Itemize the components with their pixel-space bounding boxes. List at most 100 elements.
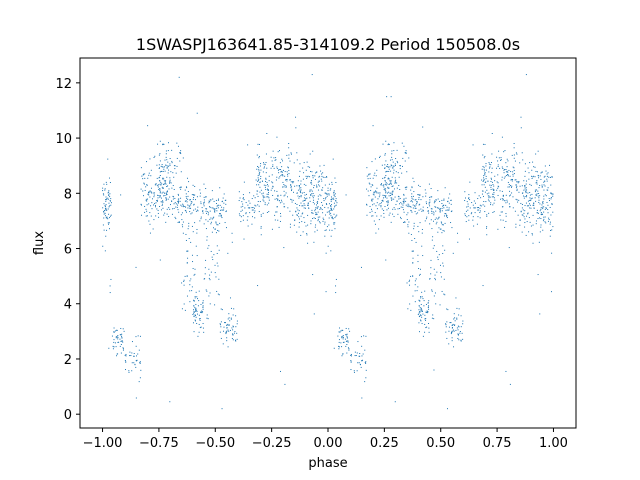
data-point — [356, 352, 358, 354]
data-point — [320, 170, 322, 172]
data-point — [209, 201, 211, 203]
data-point — [333, 194, 335, 196]
data-point — [177, 204, 179, 206]
data-point — [482, 143, 484, 145]
data-point — [376, 169, 378, 171]
data-point — [413, 191, 415, 193]
data-point — [439, 210, 441, 212]
data-point — [318, 184, 320, 186]
data-point — [524, 226, 526, 228]
data-point — [149, 223, 151, 225]
data-point — [434, 279, 436, 281]
data-point — [405, 152, 407, 154]
data-point — [221, 408, 223, 410]
data-point — [103, 211, 105, 213]
data-point — [429, 205, 431, 207]
data-point — [199, 318, 201, 320]
data-point — [374, 212, 376, 214]
data-point — [201, 312, 203, 314]
data-point — [122, 347, 124, 349]
data-point — [483, 166, 485, 168]
data-point — [117, 338, 119, 340]
data-point — [131, 362, 133, 364]
data-point — [164, 192, 166, 194]
data-point — [177, 209, 179, 211]
data-point — [393, 172, 395, 174]
data-point — [208, 202, 210, 204]
data-point — [167, 167, 169, 169]
data-point — [303, 199, 305, 201]
data-point — [421, 232, 423, 234]
data-point — [307, 203, 309, 205]
data-point — [483, 175, 485, 177]
data-point — [119, 338, 121, 340]
data-point — [324, 235, 326, 237]
data-point — [541, 171, 543, 173]
data-point — [310, 170, 312, 172]
data-point — [404, 187, 406, 189]
data-point — [207, 247, 209, 249]
data-point — [515, 198, 517, 200]
data-point — [457, 333, 459, 335]
chart-title: 1SWASPJ163641.85-314109.2 Period 150508.… — [136, 35, 520, 54]
data-point — [413, 225, 415, 227]
data-point — [490, 204, 492, 206]
data-point — [384, 180, 386, 182]
data-point — [334, 193, 336, 195]
data-point — [498, 186, 500, 188]
data-point — [418, 204, 420, 206]
data-point — [525, 192, 527, 194]
data-point — [427, 207, 429, 209]
data-point — [220, 215, 222, 217]
data-point — [314, 231, 316, 233]
data-point — [233, 326, 235, 328]
data-point — [216, 210, 218, 212]
data-point — [279, 176, 281, 178]
data-point — [412, 177, 414, 179]
data-point — [338, 339, 340, 341]
data-point — [305, 198, 307, 200]
data-point — [153, 156, 155, 158]
data-point — [289, 223, 291, 225]
data-point — [107, 198, 109, 200]
data-point — [322, 217, 324, 219]
data-point — [266, 193, 268, 195]
data-point — [385, 140, 387, 142]
data-point — [175, 218, 177, 220]
data-point — [414, 211, 416, 213]
data-point — [328, 203, 330, 205]
data-point — [473, 207, 475, 209]
data-point — [433, 318, 435, 320]
data-point — [448, 326, 450, 328]
data-point — [160, 165, 162, 167]
data-point — [303, 183, 305, 185]
data-point — [311, 190, 313, 192]
data-point — [529, 194, 531, 196]
data-point — [364, 362, 366, 363]
data-point — [301, 192, 303, 194]
data-point — [205, 188, 207, 190]
data-point — [105, 235, 107, 237]
data-point — [333, 198, 335, 200]
data-point — [547, 220, 549, 222]
data-point — [538, 241, 540, 243]
data-point — [366, 175, 368, 177]
data-point — [331, 204, 333, 206]
data-point — [430, 259, 432, 261]
data-point — [186, 197, 188, 199]
data-point — [199, 327, 201, 329]
data-point — [506, 170, 508, 172]
data-point — [501, 190, 503, 192]
data-point — [198, 331, 200, 333]
data-point — [220, 326, 222, 328]
data-point — [152, 192, 154, 194]
data-point — [265, 172, 267, 174]
data-point — [313, 241, 315, 243]
data-point — [396, 182, 398, 184]
data-point — [484, 143, 486, 145]
data-point — [117, 335, 119, 337]
data-point — [300, 202, 302, 204]
data-point — [194, 319, 196, 321]
data-point — [265, 177, 267, 179]
data-point — [169, 158, 171, 160]
